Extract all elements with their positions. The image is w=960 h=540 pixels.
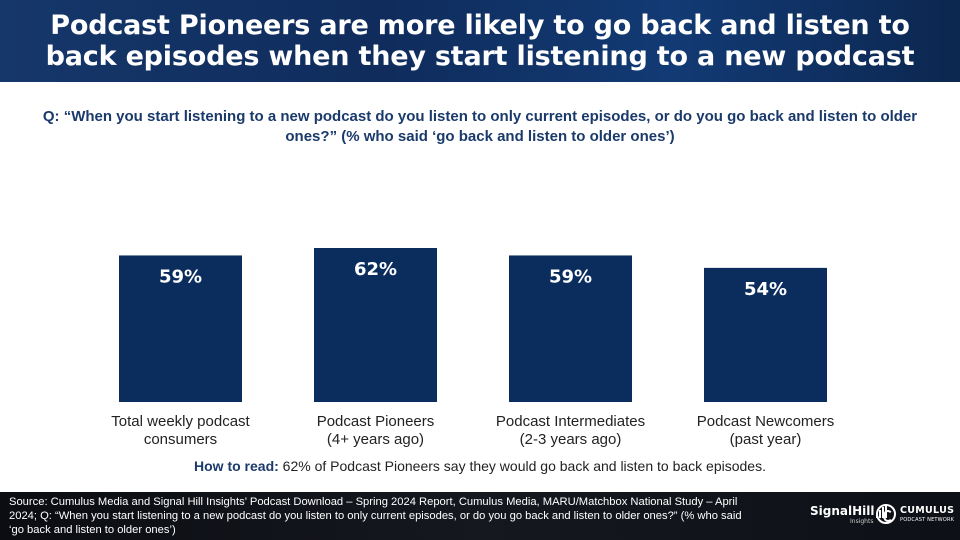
category-label: Podcast Intermediates	[496, 413, 645, 430]
bar-value-label: 59%	[159, 266, 202, 287]
bar	[314, 248, 437, 402]
cumulus-logo-text: CUMULUS	[900, 505, 955, 516]
source-note: Source: Cumulus Media and Signal Hill In…	[9, 496, 742, 536]
category-label: consumers	[144, 431, 217, 448]
cumulus-logo: CUMULUS PODCAST NETWORK	[876, 503, 960, 529]
category-label: Total weekly podcast	[111, 413, 250, 430]
slide-title: Podcast Pioneers are more likely to go b…	[45, 10, 915, 72]
how-to-read-text: 62% of Podcast Pioneers say they would g…	[278, 458, 766, 474]
cumulus-logo-subtext: PODCAST NETWORK	[900, 517, 955, 523]
cumulus-c-icon	[876, 504, 896, 524]
bar	[119, 255, 242, 402]
category-label: Podcast Newcomers	[697, 413, 835, 430]
signalhill-logo-subtext: Insights	[850, 518, 874, 525]
bar-value-label: 62%	[354, 259, 397, 280]
signalhill-logo-text: SignalHill	[810, 504, 875, 518]
footer-bar: Source: Cumulus Media and Signal Hill In…	[0, 492, 960, 540]
category-label: (4+ years ago)	[327, 431, 424, 448]
category-label: (2-3 years ago)	[520, 431, 622, 448]
bar-value-label: 59%	[549, 266, 592, 287]
how-to-read: How to read: 62% of Podcast Pioneers say…	[0, 458, 960, 474]
bar	[704, 267, 827, 402]
bar-value-label: 54%	[744, 279, 787, 300]
bar	[509, 255, 632, 402]
category-label: Podcast Pioneers	[317, 413, 435, 430]
title-banner: Podcast Pioneers are more likely to go b…	[0, 0, 960, 82]
survey-question: Q: “When you start listening to a new po…	[42, 108, 918, 145]
how-to-read-label: How to read:	[194, 458, 279, 474]
category-label: (past year)	[730, 431, 802, 448]
